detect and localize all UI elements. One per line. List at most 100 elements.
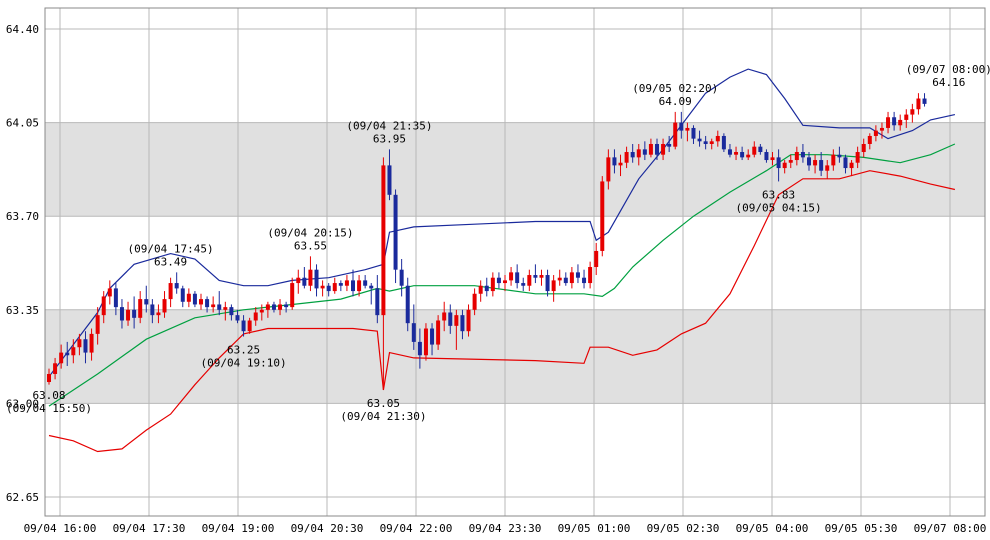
- candle-body: [150, 304, 155, 316]
- candle: [144, 285, 149, 313]
- candle-body: [448, 312, 453, 326]
- candle: [527, 269, 532, 292]
- plot-frame: [44, 7, 986, 517]
- candle: [138, 291, 143, 324]
- candle-body: [734, 152, 739, 155]
- candle-body: [509, 272, 514, 281]
- candle-body: [636, 149, 641, 158]
- candle-body: [837, 154, 842, 158]
- candle-body: [843, 157, 848, 169]
- candle-body: [849, 162, 854, 169]
- candle: [363, 275, 368, 289]
- candle: [405, 277, 410, 332]
- candle-body: [770, 157, 775, 161]
- candle-body: [533, 275, 538, 278]
- candle-body: [776, 157, 781, 169]
- candle: [448, 304, 453, 334]
- candle: [478, 280, 483, 302]
- candle-body: [229, 307, 234, 316]
- candle: [472, 288, 477, 316]
- candle: [132, 296, 137, 329]
- candle-body: [423, 328, 428, 356]
- candle: [393, 189, 398, 284]
- annotation-time: (09/05 02:20): [632, 82, 718, 95]
- candle-body: [199, 299, 203, 305]
- candle-body: [71, 347, 76, 356]
- candle: [776, 149, 781, 182]
- candle: [539, 269, 544, 286]
- candle-body: [107, 288, 112, 297]
- candle-body: [685, 127, 690, 131]
- candle-body: [503, 280, 507, 284]
- candle-body: [557, 277, 562, 281]
- y-tick-label: 62.65: [6, 491, 39, 504]
- candle-body: [484, 285, 489, 292]
- candle: [344, 275, 349, 292]
- candle-body: [612, 157, 617, 166]
- candle: [721, 133, 726, 153]
- annotation-time: (09/04 21:30): [340, 410, 426, 423]
- candle: [253, 307, 258, 326]
- candle: [95, 307, 100, 345]
- annotation-value: 63.95: [373, 132, 406, 145]
- candle-body: [253, 312, 258, 321]
- candle: [612, 149, 617, 174]
- candle-body: [247, 320, 252, 332]
- candle: [186, 288, 191, 308]
- candle: [59, 344, 64, 369]
- candle-body: [156, 312, 161, 316]
- candle: [162, 291, 167, 318]
- candle: [351, 269, 355, 297]
- candle: [770, 152, 775, 166]
- candle-body: [539, 275, 544, 278]
- candle: [107, 280, 112, 305]
- candle: [794, 146, 799, 166]
- candle: [192, 291, 197, 308]
- candle: [746, 149, 751, 161]
- candle-body: [442, 312, 447, 321]
- candle-body: [496, 277, 501, 284]
- annotation-value: 63.25: [227, 344, 260, 357]
- candle: [679, 111, 684, 139]
- candle-body: [569, 272, 574, 284]
- candle-body: [709, 141, 714, 144]
- candle-body: [284, 304, 289, 308]
- candle: [630, 143, 635, 163]
- candle-body: [296, 277, 301, 284]
- candle: [819, 152, 824, 177]
- candle-body: [314, 269, 319, 289]
- candle: [831, 149, 836, 171]
- annotation-value: 64.09: [659, 95, 692, 108]
- candle-body: [545, 275, 550, 292]
- candle-body: [679, 122, 684, 131]
- candle: [588, 261, 593, 289]
- candle: [490, 272, 495, 297]
- candle: [922, 93, 927, 107]
- candle-body: [624, 152, 629, 163]
- candle-body: [186, 293, 191, 302]
- candle: [369, 283, 374, 305]
- candle-body: [764, 152, 769, 161]
- candle: [65, 341, 70, 366]
- annotation-value: 63.08: [32, 389, 65, 402]
- candle: [594, 242, 599, 276]
- candle: [314, 264, 319, 297]
- candle-body: [180, 288, 185, 302]
- candle: [667, 135, 672, 153]
- annotation-value: 63.49: [154, 255, 187, 268]
- candle: [636, 143, 641, 166]
- x-tick-label: 09/04 22:00: [380, 522, 453, 535]
- candle: [381, 157, 386, 391]
- candle: [898, 114, 903, 131]
- candle-body: [606, 157, 611, 182]
- candle: [782, 160, 787, 174]
- candle: [460, 309, 465, 340]
- candle: [521, 277, 526, 292]
- candle-body: [162, 299, 167, 313]
- candle-body: [290, 283, 295, 308]
- annotation-time: (09/05 04:15): [736, 201, 822, 214]
- y-tick-label: 64.05: [6, 117, 39, 130]
- price-annotation: 63.05(09/04 21:30): [340, 397, 426, 423]
- candle-body: [922, 98, 927, 104]
- candle-body: [740, 152, 745, 158]
